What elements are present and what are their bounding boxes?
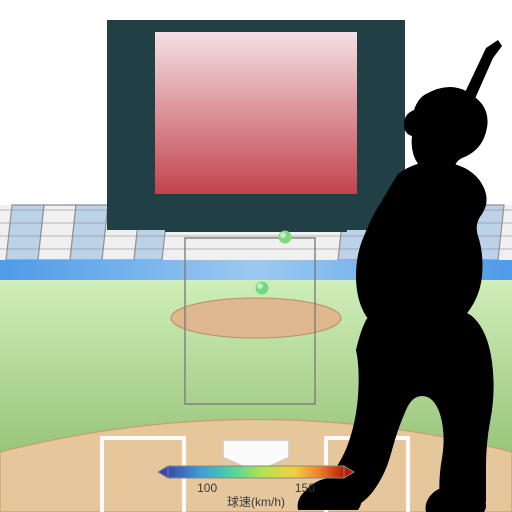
pitch-location-chart: 100 150 球速(km/h) [0,0,512,512]
colorbar-tick: 150 [295,481,315,495]
pitch-marker [256,282,269,295]
colorbar-label: 球速(km/h) [227,495,285,509]
pitch-marker [279,231,292,244]
scoreboard [107,20,405,232]
colorbar-tick: 100 [197,481,217,495]
